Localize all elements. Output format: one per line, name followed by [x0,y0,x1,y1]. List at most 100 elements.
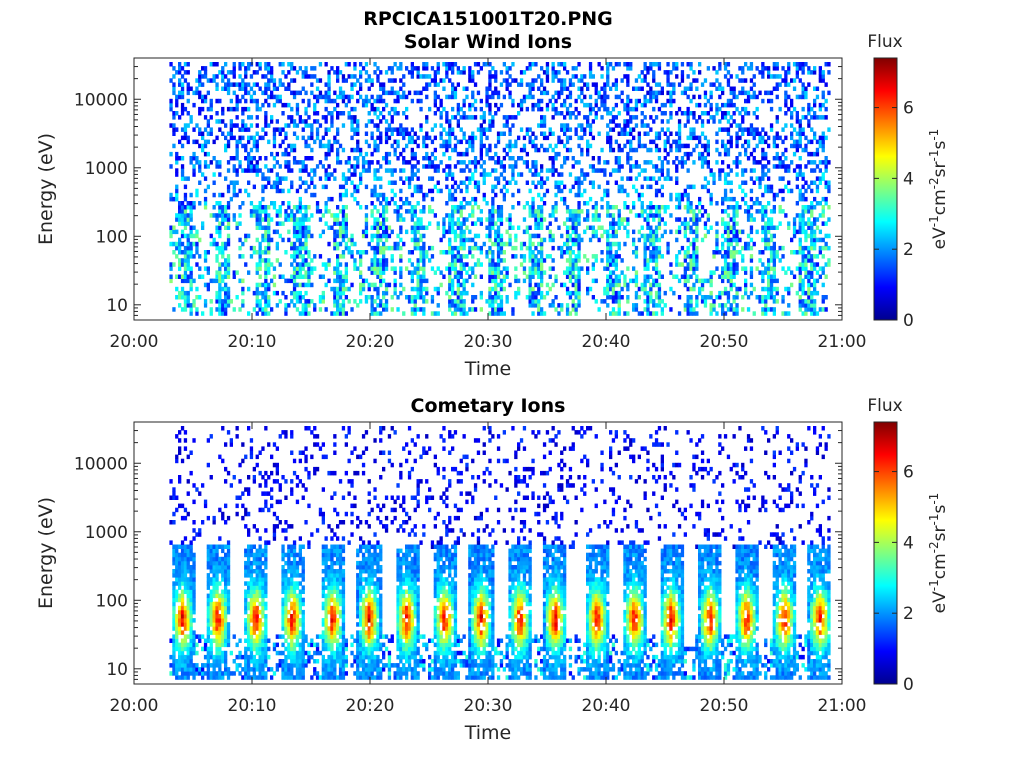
heatmap-cell [393,90,397,96]
heatmap-cell [347,286,351,292]
heatmap-cell [201,147,205,153]
heatmap-cell [336,229,340,235]
heatmap-cell [425,119,429,124]
heatmap-cell [459,290,463,296]
heatmap-cell [290,184,294,190]
heatmap-cell [749,245,754,251]
heatmap-cell [568,188,573,194]
heatmap-cell [462,180,466,185]
heatmap-cell [465,94,469,100]
heatmap-cell [568,102,573,108]
heatmap-cell [623,74,627,79]
heatmap-cell [341,94,346,100]
heatmap-cell [537,274,541,279]
heatmap-cell [442,62,446,67]
heatmap-cell [494,274,498,279]
heatmap-cell [451,90,455,96]
heatmap-cell [660,254,664,259]
heatmap-cell [744,245,748,251]
heatmap-cell [514,115,518,120]
heatmap-cell [496,274,501,279]
heatmap-cell [382,307,386,312]
heatmap-cell [336,286,340,292]
heatmap-cell [307,274,311,279]
heatmap-cell [292,90,297,96]
heatmap-cell [640,201,644,206]
heatmap-cell [577,160,581,165]
heatmap-cell [637,286,641,292]
heatmap-cell [721,139,725,145]
heatmap-cell [232,62,236,67]
heatmap-cell [399,245,403,251]
heatmap-cell [698,156,702,161]
heatmap-cell [542,311,547,316]
heatmap-cell [430,139,435,145]
heatmap-cell [206,139,210,145]
heatmap-cell [565,111,570,116]
heatmap-cell [186,217,190,222]
heatmap-cell [692,160,696,165]
heatmap-cell [643,94,647,100]
heatmap-cell [548,156,552,161]
heatmap-cell [178,139,182,145]
heatmap-cell [278,233,282,239]
heatmap-cell [180,176,185,181]
heatmap-cell [203,164,208,169]
heatmap-cell [767,245,771,251]
heatmap-cell [767,229,771,235]
heatmap-cell [629,143,633,149]
heatmap-cell [686,266,690,271]
heatmap-cell [456,299,460,304]
heatmap-cell [198,127,202,132]
heatmap-cell [255,209,259,214]
heatmap-cell [224,307,228,312]
heatmap-cell [292,156,297,161]
heatmap-cell [324,131,328,136]
heatmap-cell [758,250,762,255]
heatmap-cell [264,311,268,316]
heatmap-cell [620,147,624,153]
heatmap-cell [479,151,483,157]
heatmap-cell [189,201,193,206]
heatmap-cell [565,237,570,243]
heatmap-cell [221,254,225,259]
heatmap-cell [261,205,265,210]
heatmap-cell [723,196,728,202]
heatmap-cell [172,307,176,312]
heatmap-cell [565,303,570,308]
heatmap-cell [445,266,449,271]
heatmap-cell [586,143,590,149]
heatmap-cell [606,250,610,255]
heatmap-cell [448,66,452,71]
heatmap-cell [192,168,196,173]
heatmap-cell [235,82,239,87]
heatmap-cell [669,115,673,120]
heatmap-cell [637,131,641,136]
heatmap-cell [453,196,458,202]
heatmap-cell [304,180,308,185]
heatmap-cell [657,237,662,243]
heatmap-cell [267,262,271,267]
heatmap-cell [560,303,564,308]
heatmap-cell [692,258,696,263]
heatmap-cell [560,123,564,128]
heatmap-cell [473,98,478,104]
heatmap-cell [772,266,776,271]
heatmap-cell [235,270,239,275]
heatmap-cell [609,111,613,116]
heatmap-cell [209,102,213,108]
heatmap-cell [534,184,538,190]
heatmap-cell [586,201,590,206]
heatmap-cell [617,303,621,308]
heatmap-cell [511,123,515,128]
heatmap-cell [732,86,736,91]
heatmap-cell [186,90,190,96]
heatmap-cell [473,168,478,173]
heatmap-cell [723,176,728,181]
heatmap-cell [428,258,432,263]
heatmap-cell [654,282,659,288]
heatmap-cell [315,98,320,104]
heatmap-cell [488,221,492,226]
heatmap-cell [462,102,466,108]
heatmap-cell [715,131,719,136]
